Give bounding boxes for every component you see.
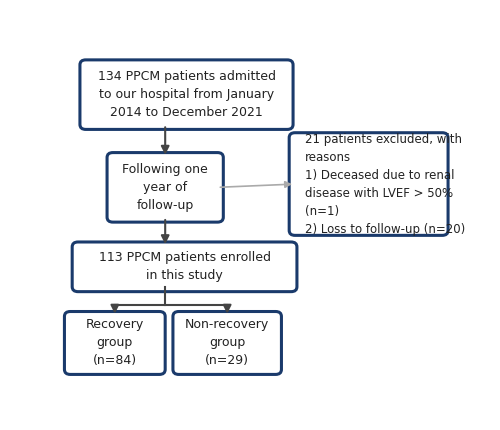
Text: Following one
year of
follow-up: Following one year of follow-up [122, 163, 208, 212]
FancyBboxPatch shape [80, 60, 293, 129]
FancyBboxPatch shape [173, 311, 282, 375]
FancyBboxPatch shape [64, 311, 165, 375]
Text: 113 PPCM patients enrolled
in this study: 113 PPCM patients enrolled in this study [98, 251, 270, 283]
FancyBboxPatch shape [72, 242, 297, 292]
Text: 21 patients excluded, with
reasons
1) Deceased due to renal
disease with LVEF > : 21 patients excluded, with reasons 1) De… [304, 132, 465, 236]
FancyBboxPatch shape [289, 133, 448, 235]
FancyBboxPatch shape [107, 153, 224, 222]
Text: Non-recovery
group
(n=29): Non-recovery group (n=29) [185, 319, 270, 368]
Text: Recovery
group
(n=84): Recovery group (n=84) [86, 319, 144, 368]
Text: 134 PPCM patients admitted
to our hospital from January
2014 to December 2021: 134 PPCM patients admitted to our hospit… [98, 70, 276, 119]
